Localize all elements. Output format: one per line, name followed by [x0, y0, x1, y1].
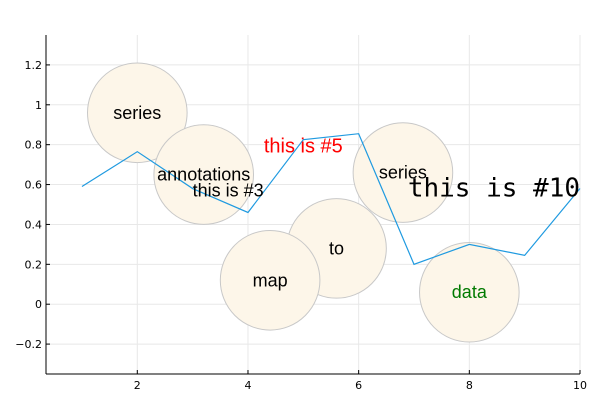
- annotation-label: series: [379, 163, 427, 183]
- y-tick-label: 0.8: [25, 139, 43, 152]
- bubble-marker: [219, 229, 321, 331]
- x-tick-label: 4: [244, 379, 251, 392]
- bubble-marker: [87, 62, 188, 164]
- annotation-label: map: [253, 270, 288, 290]
- y-tick-label: 0: [35, 298, 42, 311]
- x-tick-label: 2: [134, 379, 141, 392]
- tick-labels: 2 4 6 8 10 −0.2 0 0.2 0.4 0.6 0.8 1 1.2: [15, 59, 587, 392]
- y-tick-label: −0.2: [15, 338, 42, 351]
- y-tick-label: 0.4: [25, 218, 43, 231]
- y-tick-label: 0.2: [25, 258, 43, 271]
- bubble-marker: [419, 241, 520, 343]
- annotation-label: this is #5: [264, 136, 343, 158]
- y-tick-label: 0.6: [25, 179, 43, 192]
- axes: [45, 35, 581, 375]
- bubble-marker: [153, 124, 255, 225]
- series-line: [81, 133, 581, 266]
- annotation-label: data: [452, 282, 488, 302]
- annotation-label: this is #10: [408, 174, 580, 204]
- annotation-label: this is #3: [193, 181, 264, 201]
- y-tick-label: 1: [35, 99, 42, 112]
- series-group: [81, 133, 581, 266]
- annotation-label: series: [113, 103, 161, 123]
- x-tick-label: 10: [573, 379, 587, 392]
- annotation-label: annotations: [157, 165, 250, 185]
- x-tick-label: 8: [466, 379, 473, 392]
- bubbles: [87, 62, 520, 343]
- x-tick-label: 6: [355, 379, 362, 392]
- bubble-marker: [352, 122, 454, 223]
- annotation-label: to: [329, 238, 344, 258]
- y-tick-label: 1.2: [25, 59, 43, 72]
